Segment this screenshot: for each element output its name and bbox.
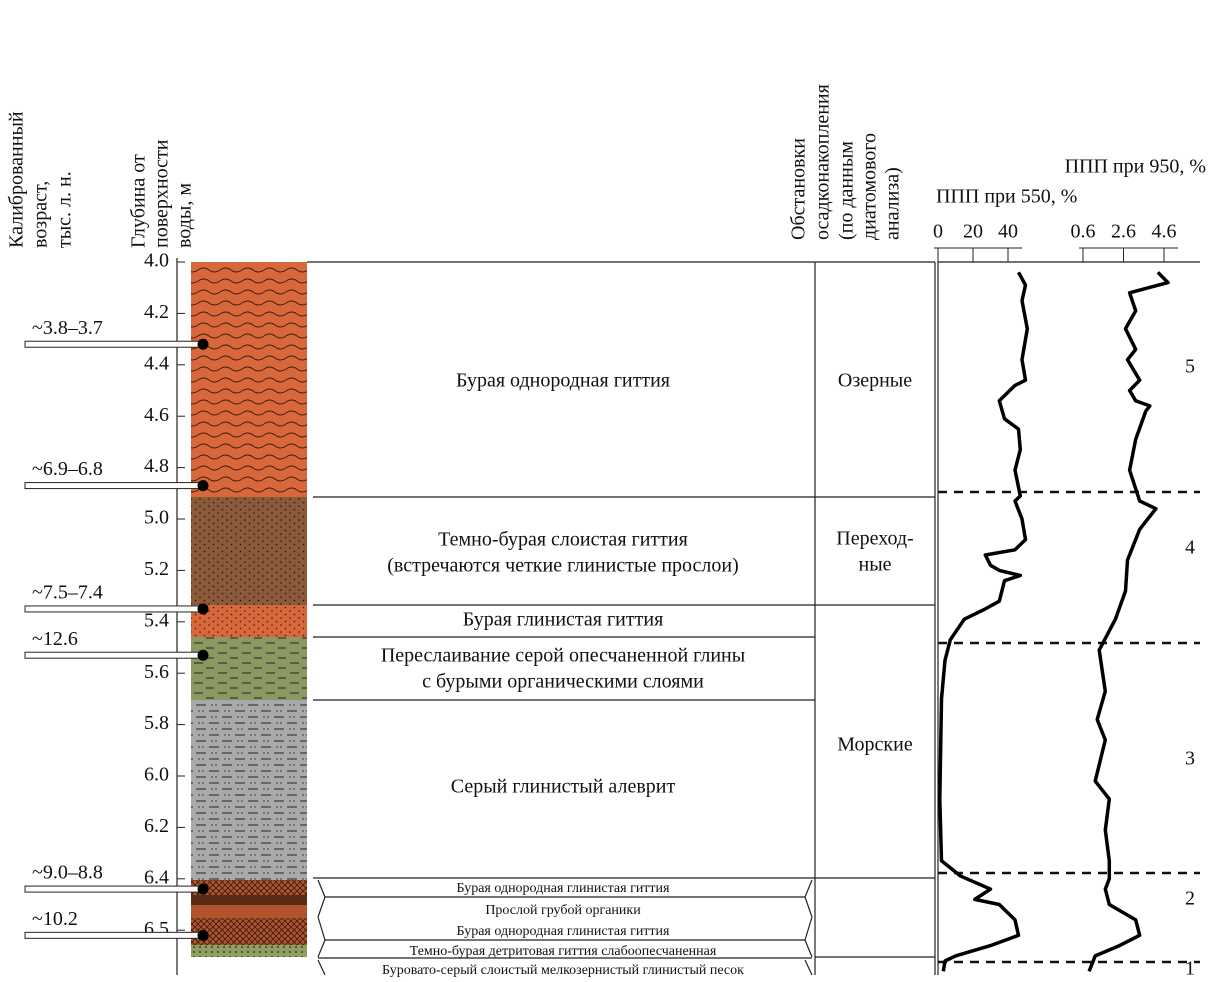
depth-tick-label: 5.2 [144,558,169,580]
sample-age: ~7.5–7.4 [32,582,103,604]
depth-tick-label: 4.0 [144,250,169,272]
environment-header: осадконакопления [812,84,834,240]
environment: ные [858,554,891,576]
sample-marker [24,651,204,659]
zone-label: 4 [1185,537,1195,559]
zone-label: 2 [1185,888,1195,910]
layer [191,880,307,895]
sample-marker [24,885,204,893]
depth-tick-label: 6.2 [144,815,169,837]
layer [191,945,307,957]
depth-tick-label: 6.0 [144,764,169,786]
sample-marker [24,605,204,613]
layer [191,262,307,497]
depth-header: воды, м [174,183,196,248]
sample-point [197,649,209,661]
layer [191,637,307,700]
environment: Переход- [836,528,913,550]
layer-description: (встречаются четкие глинистые прослои) [387,555,739,577]
loi-tick-label: 0.6 [1071,221,1096,243]
loi-curve [938,271,1030,972]
depth-tick-label: 5.8 [144,712,169,734]
zone-label: 3 [1185,748,1195,770]
depth-tick-label: 4.6 [144,404,169,426]
environment-header: (по данным [836,141,858,240]
environment-header: диатомового [859,133,881,240]
zone-label: 5 [1185,356,1195,378]
table-lines [176,258,1200,976]
sample-age: ~10.2 [32,908,78,930]
layer-description: Бурая однородная гиттия [456,370,670,392]
layer-description: с бурыми органическими слоями [422,671,704,693]
depth-tick-label: 6.4 [144,866,169,888]
loi-tick-label: 4.6 [1152,221,1177,243]
layer-description-small: Буровато-серый слоистый мелкозернистый г… [382,963,744,978]
sample-age: ~9.0–8.8 [32,862,103,884]
layer-description-small: Прослой грубой органики [485,903,641,918]
sample-age: ~12.6 [32,628,78,650]
zone-boundary [938,490,1200,964]
layer-description: Серый глинистый алеврит [451,776,676,798]
layer [191,497,307,605]
depth-tick-label: 5.6 [144,661,169,683]
environment-header: анализа) [882,167,904,240]
sample-age: ~6.9–6.8 [32,458,103,480]
sample-point [197,883,209,895]
layer-description-small: Бурая однородная глинистая гиттия [457,924,671,939]
layer-description-small: Темно-бурая детритовая гиттия слабоопесч… [410,944,717,959]
environment: Озерные [838,370,912,392]
loi-curve [1087,271,1170,972]
layer-description: Бурая глинистая гиттия [463,609,664,631]
environment-header: Обстановки [788,138,810,240]
depth-tick-label: 5.4 [144,609,169,631]
sample-marker [24,931,204,939]
layer [191,905,307,918]
sample-point [197,603,209,615]
age-header: возраст, [30,181,52,248]
loi-tick-label: 20 [963,221,983,243]
sample-point [197,338,209,350]
loi550-header: ППП при 550, % [936,186,1077,208]
sample-point [197,929,209,941]
loi-tick-label: 2.6 [1111,221,1136,243]
zone-label: 1 [1185,958,1195,980]
loi-tick-label: 0 [933,221,943,243]
depth-header: Глубина от [128,154,150,248]
axes [176,258,1200,975]
age-header: Калиброванный [6,111,28,248]
frame [307,261,936,975]
sample-age: ~3.8–3.7 [32,317,103,339]
depth-tick-label: 4.2 [144,301,169,323]
environment: Морские [837,734,913,756]
sample-marker [24,482,204,490]
layer [191,895,307,905]
layer [191,605,307,637]
layer-description-small: Бурая однородная глинистая гиттия [457,881,671,896]
sample-marker [24,340,204,348]
small-row-lines [317,879,813,976]
age-header: тыс. л. н. [54,171,76,248]
layer-description: Темно-бурая слоистая гиттия [438,529,688,551]
layer [191,918,307,945]
depth-header: поверхности [151,139,173,248]
depth-tick-label: 4.4 [144,352,169,374]
depth-tick-label: 5.0 [144,507,169,529]
layer-description: Переслаивание серой опесчаненной глины [381,645,745,667]
loi950-header: ППП при 950, % [1065,156,1206,178]
layer [191,700,307,880]
lithology-column [191,262,307,957]
sample-point [197,480,209,492]
depth-tick-label: 4.8 [144,455,169,477]
loi-tick-label: 40 [998,221,1018,243]
